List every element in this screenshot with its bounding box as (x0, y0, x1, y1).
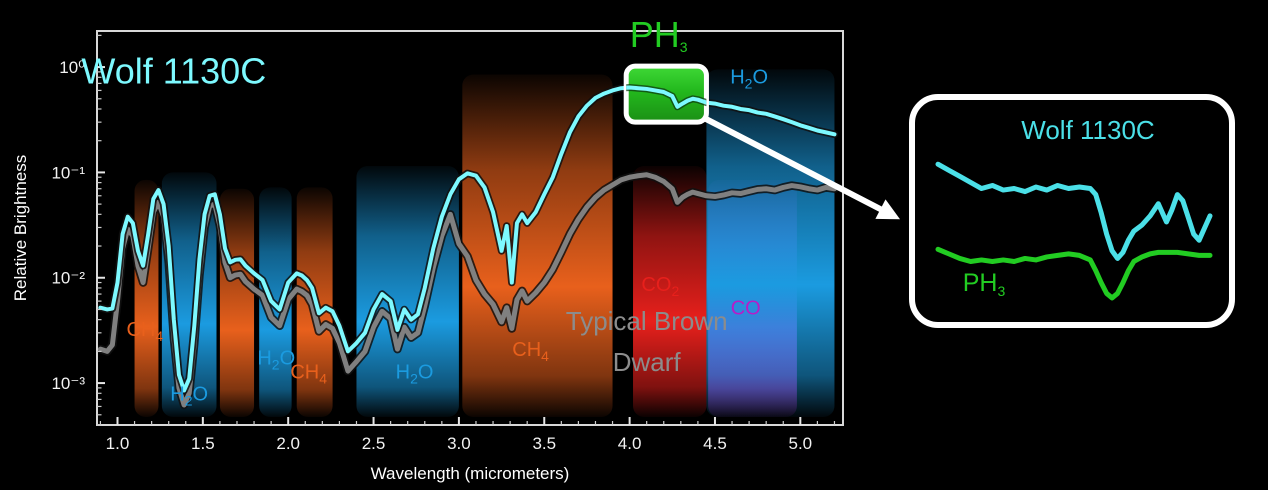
x-tick-label-3.5: 3.5 (532, 434, 556, 453)
comparison-title-line2: Dwarf (613, 347, 682, 377)
band-label-ch4-6: CH4 (512, 339, 549, 364)
absorption-band-ch4-6 (462, 74, 613, 417)
band-label-h2o-3: H2O (257, 348, 295, 373)
inset-panel-layer[interactable]: Wolf 1130C PH3 (909, 94, 1235, 328)
absorption-band-co2-7 (633, 166, 707, 417)
x-tick-label-2.0: 2.0 (276, 434, 300, 453)
x-tick-label-1.5: 1.5 (191, 434, 215, 453)
ph3-box-curve-segment (626, 83, 707, 123)
band-label-h2o-9: H2O (730, 66, 768, 91)
inset-curve-ph3-model (935, 246, 1213, 301)
y-tick-label-0: 10⁰ (59, 58, 85, 77)
inset-curve-wolf-1130c (935, 161, 1213, 261)
band-label-co-8: CO (731, 297, 761, 319)
inset-panel-border[interactable] (909, 94, 1235, 328)
band-label-ch4-4: CH4 (290, 362, 327, 387)
y-tick-label-1: 10⁻¹ (51, 163, 85, 182)
band-label-h2o-1: H2O (170, 384, 208, 409)
absorption-bands-layer (134, 69, 835, 417)
callout-arrow-head (875, 199, 900, 220)
ph3-highlight-label: PH3 (630, 14, 688, 55)
callout-arrow-line (703, 115, 888, 215)
x-tick-label-4.0: 4.0 (618, 434, 642, 453)
x-tick-label-5.0: 5.0 (789, 434, 813, 453)
y-axis-label: Relative Brightness (11, 155, 30, 301)
band-label-co2-7: CO2 (641, 274, 679, 299)
inset-ph3-label: PH3 (963, 269, 1006, 299)
absorption-band-h2o-5 (356, 166, 459, 417)
x-tick-label-4.5: 4.5 (703, 434, 727, 453)
band-label-h2o-5: H2O (396, 362, 434, 387)
annotations-layer: Wolf 1130C Typical Brown Dwarf PH3 (81, 14, 727, 377)
band-label-ch4-0: CH4 (126, 319, 163, 344)
target-title: Wolf 1130C (81, 50, 266, 91)
x-tick-label-1.0: 1.0 (106, 434, 130, 453)
y-tick-label-3: 10⁻³ (51, 374, 85, 393)
ph3-highlight-layer[interactable] (100, 63, 834, 390)
absorption-band-h2o-9 (706, 69, 835, 417)
comparison-title-line1: Typical Brown (566, 306, 728, 336)
x-tick-label-3.0: 3.0 (447, 434, 471, 453)
inset-title: Wolf 1130C (1021, 115, 1154, 145)
absorption-band-ch4-2 (219, 188, 255, 417)
y-tick-label-2: 10⁻² (51, 269, 85, 288)
x-axis-label: Wavelength (micrometers) (371, 464, 570, 483)
callout-arrow-layer (703, 115, 900, 220)
axis-ticks-layer: 1.0 1.5 2.0 2.5 3.0 3.5 4.0 4.5 5.0 10⁰ 10⁻¹ 10⁻² 10… (11, 34, 836, 483)
x-tick-label-2.5: 2.5 (362, 434, 386, 453)
